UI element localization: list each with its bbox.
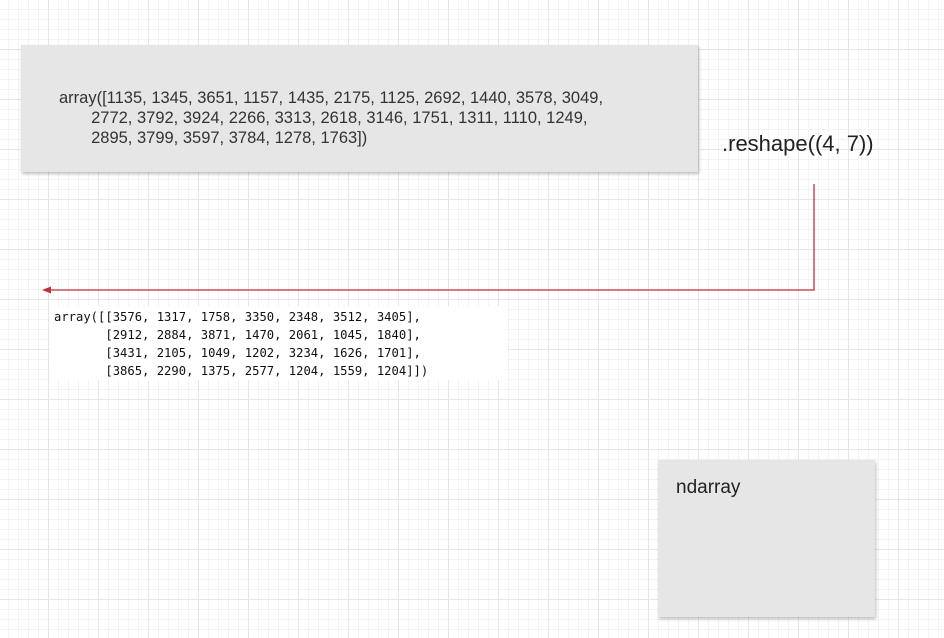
type-box (658, 460, 875, 617)
arrow-line (46, 184, 815, 291)
arrow-head (42, 286, 51, 294)
source-array-box (21, 45, 698, 172)
result-array-box (50, 306, 508, 380)
reshape-operation-label: .reshape((4, 7)) (722, 131, 874, 156)
result-array-text: array([[3576, 1317, 1758, 3350, 2348, 35… (54, 310, 429, 378)
type-label: ndarray (676, 477, 741, 498)
source-array-text: array([1135, 1345, 3651, 1157, 1435, 217… (59, 89, 604, 147)
